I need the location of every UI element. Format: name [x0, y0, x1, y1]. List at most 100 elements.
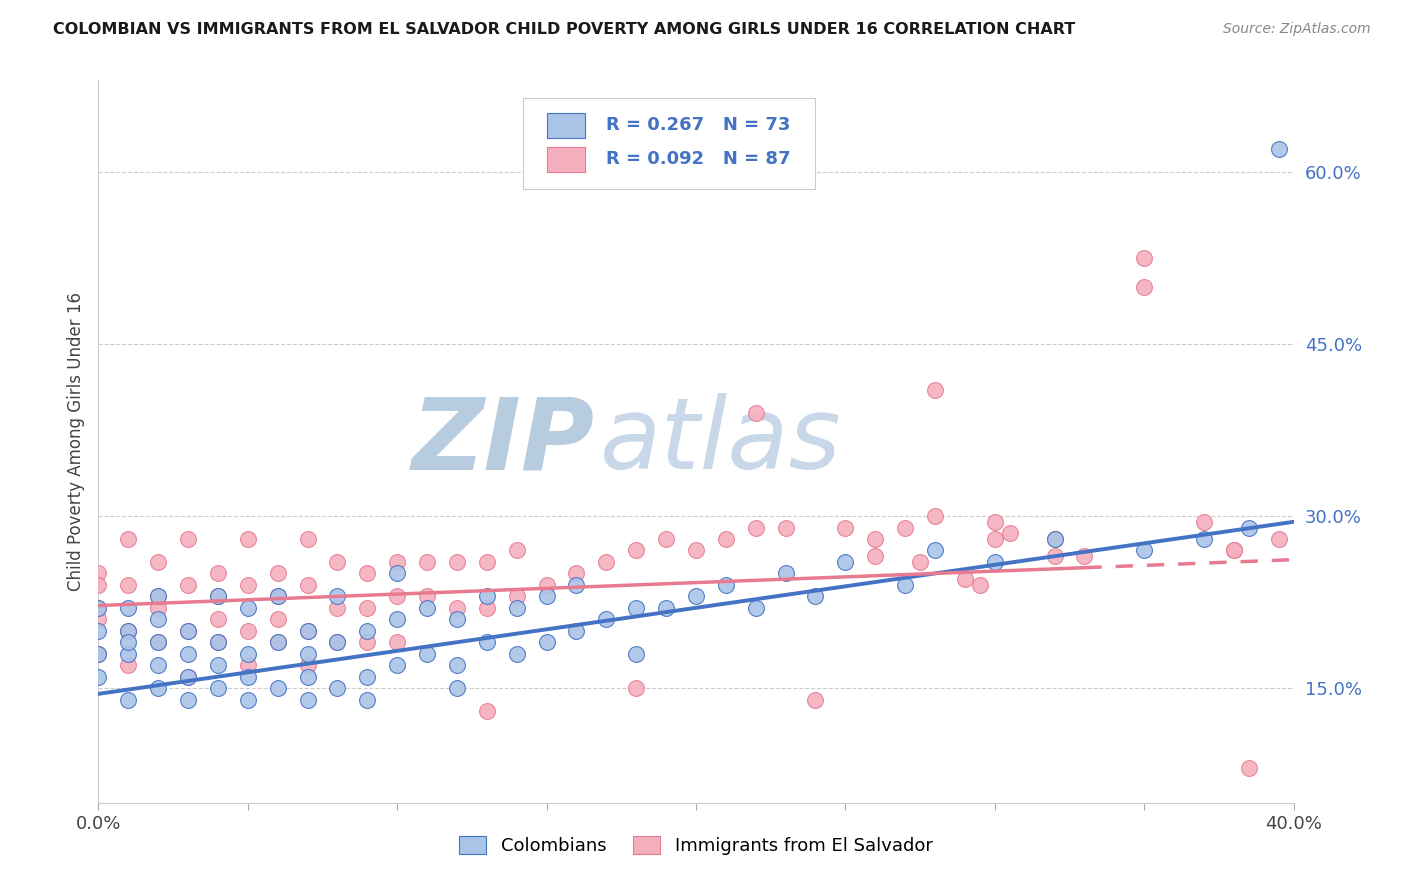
Point: [924, 543, 946, 558]
Point: [446, 600, 468, 615]
Text: ZIP: ZIP: [412, 393, 595, 490]
Point: [446, 612, 468, 626]
Point: [87, 578, 110, 592]
Point: [267, 590, 290, 604]
Point: [297, 692, 319, 706]
Point: [1192, 532, 1215, 546]
Point: [834, 520, 856, 534]
Point: [775, 566, 797, 581]
Point: [565, 624, 588, 638]
Point: [714, 578, 737, 592]
Point: [297, 532, 319, 546]
Point: [356, 692, 378, 706]
Point: [177, 692, 200, 706]
Point: [595, 612, 617, 626]
Point: [804, 692, 827, 706]
Point: [117, 578, 139, 592]
Point: [714, 532, 737, 546]
Point: [416, 555, 439, 569]
Point: [626, 600, 648, 615]
Point: [87, 612, 110, 626]
Point: [117, 635, 139, 649]
Point: [117, 658, 139, 673]
Point: [953, 572, 976, 586]
Point: [297, 670, 319, 684]
Point: [148, 635, 170, 649]
Point: [1223, 543, 1246, 558]
Point: [236, 647, 259, 661]
Point: [236, 624, 259, 638]
Point: [267, 635, 290, 649]
Point: [998, 526, 1021, 541]
Point: [297, 578, 319, 592]
Point: [894, 578, 917, 592]
Point: [356, 624, 378, 638]
Point: [267, 566, 290, 581]
Point: [297, 647, 319, 661]
Point: [148, 600, 170, 615]
Point: [207, 612, 229, 626]
Point: [87, 624, 110, 638]
Point: [969, 578, 991, 592]
Point: [207, 658, 229, 673]
Point: [865, 532, 887, 546]
FancyBboxPatch shape: [547, 112, 585, 138]
Point: [984, 515, 1007, 529]
Point: [536, 578, 558, 592]
Point: [148, 658, 170, 673]
Point: [416, 647, 439, 661]
Point: [446, 681, 468, 695]
Point: [326, 600, 349, 615]
Point: [865, 549, 887, 564]
Point: [1192, 515, 1215, 529]
Point: [1267, 532, 1289, 546]
Point: [506, 543, 529, 558]
Point: [148, 590, 170, 604]
Point: [356, 566, 378, 581]
Point: [506, 590, 529, 604]
Text: COLOMBIAN VS IMMIGRANTS FROM EL SALVADOR CHILD POVERTY AMONG GIRLS UNDER 16 CORR: COLOMBIAN VS IMMIGRANTS FROM EL SALVADOR…: [53, 22, 1076, 37]
Point: [326, 681, 349, 695]
Point: [207, 566, 229, 581]
Point: [894, 520, 917, 534]
Point: [1043, 532, 1066, 546]
Text: Source: ZipAtlas.com: Source: ZipAtlas.com: [1223, 22, 1371, 37]
Point: [326, 590, 349, 604]
Point: [685, 543, 707, 558]
Point: [475, 635, 498, 649]
Point: [685, 590, 707, 604]
Point: [565, 566, 588, 581]
Point: [117, 532, 139, 546]
Point: [565, 578, 588, 592]
Text: R = 0.092   N = 87: R = 0.092 N = 87: [606, 150, 790, 168]
Point: [536, 635, 558, 649]
Point: [1237, 520, 1260, 534]
Point: [236, 692, 259, 706]
Point: [236, 532, 259, 546]
Text: atlas: atlas: [600, 393, 842, 490]
Point: [1073, 549, 1095, 564]
Point: [385, 555, 409, 569]
Point: [506, 600, 529, 615]
Point: [924, 383, 946, 397]
Point: [626, 647, 648, 661]
Point: [148, 635, 170, 649]
Point: [1133, 279, 1156, 293]
Point: [87, 647, 110, 661]
Point: [416, 590, 439, 604]
Point: [1267, 142, 1289, 156]
Point: [236, 578, 259, 592]
Point: [834, 555, 856, 569]
Point: [475, 555, 498, 569]
Point: [87, 647, 110, 661]
Point: [924, 509, 946, 524]
Point: [207, 590, 229, 604]
Point: [177, 532, 200, 546]
Point: [297, 624, 319, 638]
Point: [446, 555, 468, 569]
Y-axis label: Child Poverty Among Girls Under 16: Child Poverty Among Girls Under 16: [66, 292, 84, 591]
Point: [506, 647, 529, 661]
Point: [148, 612, 170, 626]
Point: [267, 612, 290, 626]
Point: [177, 647, 200, 661]
